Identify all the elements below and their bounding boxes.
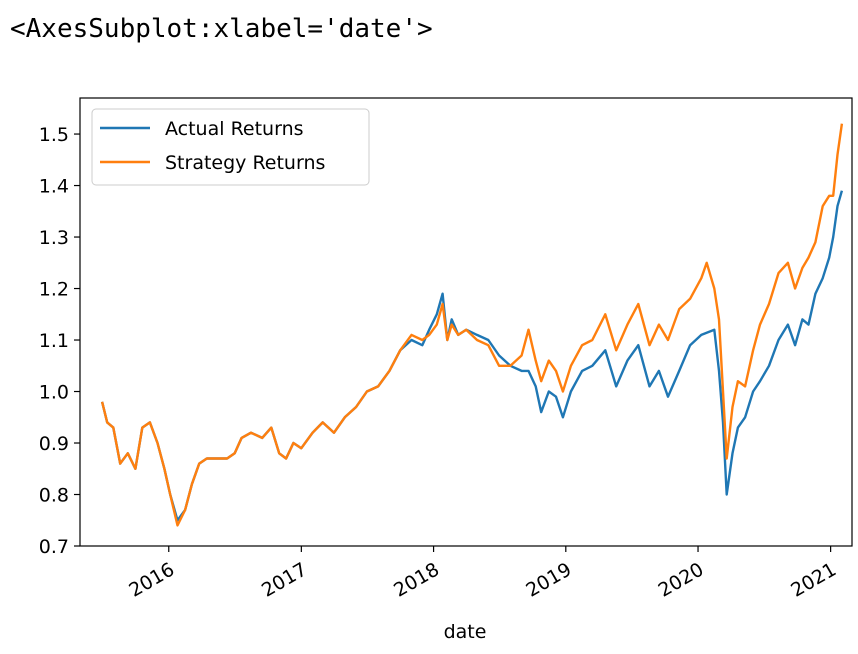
legend-label-strategy-returns: Strategy Returns [165,152,325,174]
output-repr-text: <AxesSubplot:xlabel='date'> [10,14,433,44]
y-tick-label: 1.3 [39,227,69,249]
x-tick-label: 2016 [125,558,178,601]
x-axis: 2016 2017 2018 2019 2020 2021 [125,546,840,602]
y-tick-label: 0.8 [39,485,69,507]
x-tick-label: 2020 [655,558,708,601]
legend: Actual Returns Strategy Returns [91,108,370,186]
x-tick-label: 2018 [390,558,443,601]
y-tick-label: 1.1 [39,330,69,352]
y-tick-label: 0.7 [39,536,69,558]
x-tick-label: 2021 [787,558,840,601]
legend-label-actual-returns: Actual Returns [165,118,304,140]
legend-frame [91,108,370,186]
y-tick-label: 1.5 [39,124,69,146]
x-tick-label: 2019 [522,558,575,601]
axes-frame [79,97,853,547]
y-tick-label: 1.4 [39,176,69,198]
x-axis-label: date [444,621,487,643]
x-tick-label: 2017 [258,558,311,601]
y-tick-label: 1.2 [39,279,69,301]
y-tick-label: 1.0 [39,382,69,404]
y-tick-label: 0.9 [39,433,69,455]
y-axis: 0.7 0.8 0.9 1.0 1.1 1.2 1.3 1.4 1.5 [39,124,80,558]
series-layer [100,123,844,527]
series-line-strategy-returns [100,123,844,527]
